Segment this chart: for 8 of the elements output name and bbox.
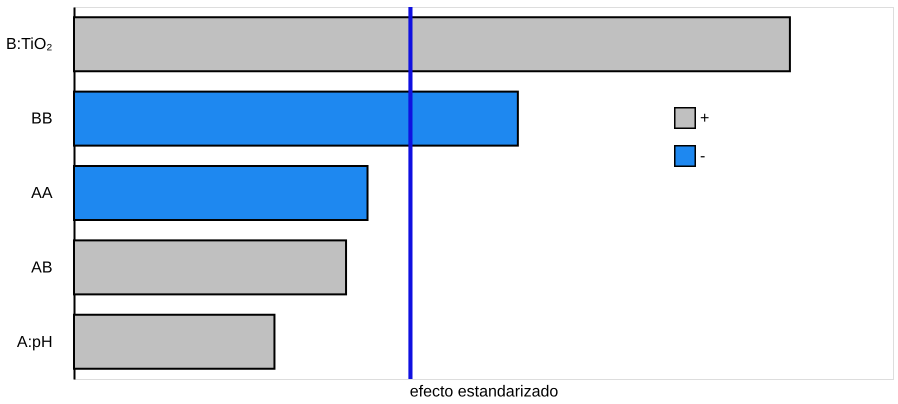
- y-tick-label: AB: [31, 259, 52, 276]
- legend-label: +: [700, 110, 710, 127]
- y-tick-label: B:TiO₂: [6, 36, 52, 54]
- y-tick-label: BB: [31, 110, 52, 128]
- y-tick-label: AA: [31, 185, 53, 202]
- legend-label: -: [700, 148, 706, 165]
- x-axis-title: efecto estandarizado: [410, 384, 558, 400]
- y-tick-label: A:pH: [16, 334, 52, 351]
